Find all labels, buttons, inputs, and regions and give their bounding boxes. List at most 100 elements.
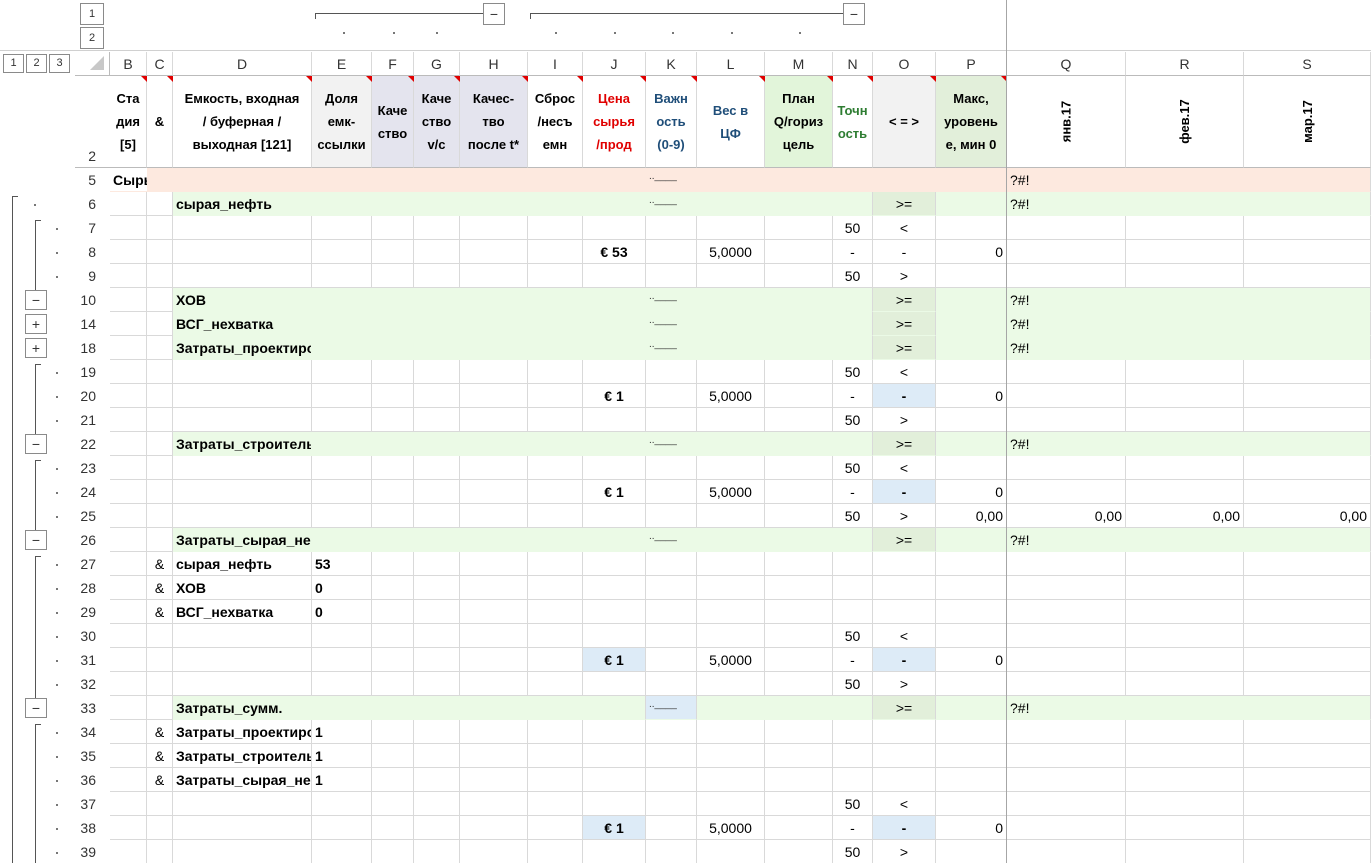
cell [110, 648, 147, 672]
cell [1007, 768, 1126, 792]
row-group-toggle[interactable]: + [25, 338, 47, 358]
header-text: мар.17 [1299, 100, 1315, 143]
cell: Затраты_сырая_нефть [173, 768, 312, 792]
row-group-toggle[interactable]: + [25, 314, 47, 334]
row-number: 6 [88, 196, 96, 212]
cell [147, 648, 173, 672]
cell [1126, 480, 1244, 504]
cell: ..____ [646, 696, 697, 720]
cell [697, 408, 765, 432]
cell [460, 816, 528, 840]
cell [460, 576, 528, 600]
row-group-toggle[interactable]: − [25, 530, 47, 550]
cell [173, 456, 312, 480]
cell: 0 [936, 816, 1007, 840]
row-number: 35 [80, 748, 96, 764]
cell [528, 432, 583, 456]
cell [414, 168, 460, 192]
cell [147, 672, 173, 696]
cell [1126, 192, 1244, 216]
cell [1126, 408, 1244, 432]
cell [372, 432, 414, 456]
header-text: фев.17 [1177, 99, 1192, 144]
comment-indicator [522, 76, 528, 82]
cell: ..____ [646, 432, 697, 456]
cell [1244, 552, 1371, 576]
cell [936, 432, 1007, 456]
cell [528, 264, 583, 288]
row-number: 20 [80, 388, 96, 404]
cell: 0,00 [936, 504, 1007, 528]
cell [372, 360, 414, 384]
cell [833, 432, 873, 456]
outline-line [35, 364, 36, 434]
header-text: Важн ость (0-9) [654, 91, 688, 152]
cell [460, 456, 528, 480]
cell: 0,00 [1244, 504, 1371, 528]
header-cell: Сброс /несъ емн [528, 76, 583, 168]
row-group-toggle[interactable]: − [25, 698, 47, 718]
cell [1244, 312, 1371, 336]
outline-level-button[interactable]: 3 [49, 54, 70, 73]
cell [583, 360, 646, 384]
outline-level-button[interactable]: 1 [3, 54, 24, 73]
cell [414, 840, 460, 863]
cell: 5,0000 [697, 384, 765, 408]
cell [147, 192, 173, 216]
cell [147, 792, 173, 816]
cell [1126, 600, 1244, 624]
cell [1244, 480, 1371, 504]
row-number: 9 [88, 268, 96, 284]
cell [414, 528, 460, 552]
cell [460, 624, 528, 648]
cell: < [873, 792, 936, 816]
cell [1244, 816, 1371, 840]
row-group-toggle[interactable]: − [25, 290, 47, 310]
cell [646, 408, 697, 432]
outline-level-button[interactable]: 1 [80, 3, 104, 25]
cell: 50 [833, 840, 873, 863]
row-number: 28 [80, 580, 96, 596]
outline-level-button[interactable]: 2 [26, 54, 47, 73]
row-number: 19 [80, 364, 96, 380]
cell [833, 600, 873, 624]
cell [528, 672, 583, 696]
cell: 5,0000 [697, 480, 765, 504]
header-text: Вес в ЦФ [712, 102, 749, 141]
cell [1244, 720, 1371, 744]
cell [936, 720, 1007, 744]
cell [147, 408, 173, 432]
cell [583, 504, 646, 528]
cell [583, 432, 646, 456]
cell [936, 528, 1007, 552]
cell: & [147, 720, 173, 744]
cell [147, 168, 173, 192]
cell [583, 216, 646, 240]
cell [1126, 768, 1244, 792]
cell [833, 528, 873, 552]
cell [1244, 744, 1371, 768]
comment-indicator [691, 76, 697, 82]
row-group-toggle[interactable]: − [25, 434, 47, 454]
group-toggle[interactable]: − [483, 3, 505, 25]
header-cell: Каче ство [372, 76, 414, 168]
cell: Затраты_строительство [173, 744, 312, 768]
cell [312, 216, 372, 240]
cell [528, 240, 583, 264]
cell [460, 336, 528, 360]
header-cell: Качес- тво после t* [460, 76, 528, 168]
cell [1244, 792, 1371, 816]
cell [173, 384, 312, 408]
header-cell: Доля емк- ссылки [312, 76, 372, 168]
cell [697, 840, 765, 863]
cell [110, 264, 147, 288]
cell: ..____ [646, 312, 697, 336]
cell [414, 480, 460, 504]
cell [765, 240, 833, 264]
cell [697, 336, 765, 360]
outline-level-button[interactable]: 2 [80, 27, 104, 49]
group-toggle[interactable]: − [843, 3, 865, 25]
cell [372, 672, 414, 696]
cell [147, 384, 173, 408]
cell [1007, 576, 1126, 600]
